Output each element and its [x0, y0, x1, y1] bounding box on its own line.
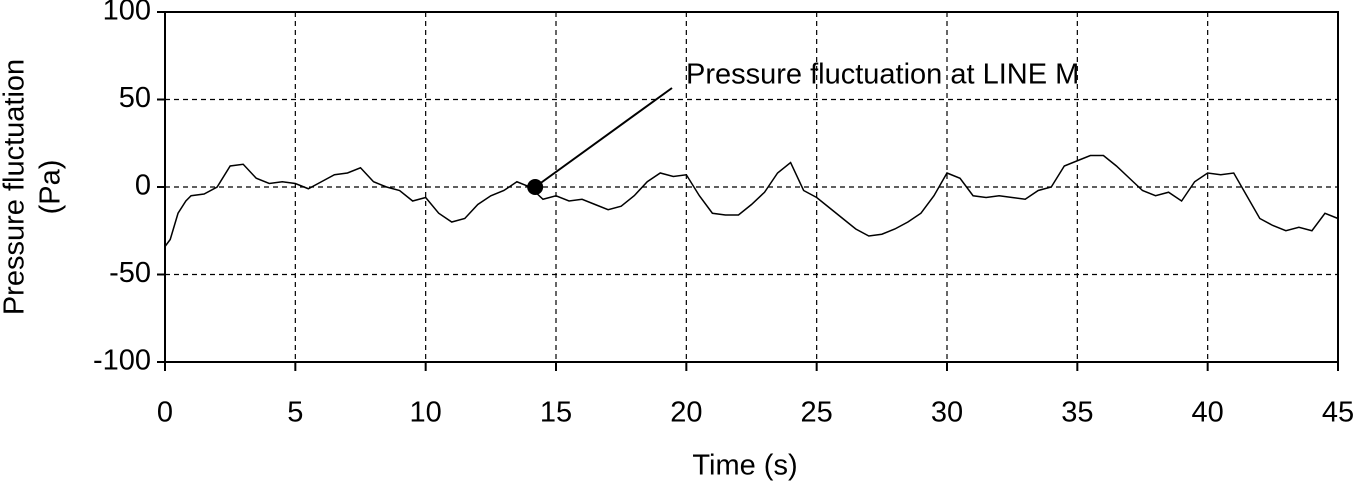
- x-tick-label: 45: [1322, 397, 1354, 429]
- y-tick-label: 0: [135, 170, 151, 202]
- x-tick-label: 25: [801, 397, 833, 429]
- y-tick-label: 100: [103, 0, 151, 27]
- annotation-leader: [534, 87, 673, 188]
- x-tick-label: 5: [287, 397, 303, 429]
- annotation-marker: [527, 179, 544, 195]
- x-tick-label: 20: [670, 397, 702, 429]
- x-tick-label: 15: [540, 397, 572, 429]
- x-axis-label: Time (s): [692, 450, 797, 482]
- x-tick-label: 40: [1192, 397, 1224, 429]
- x-tick-label: 35: [1061, 397, 1093, 429]
- x-tick-label: 10: [410, 397, 442, 429]
- x-tick-label: 0: [157, 397, 173, 429]
- y-tick-label: 50: [119, 82, 151, 114]
- plot-frame: [164, 11, 1339, 363]
- y-tick-label: -100: [93, 345, 151, 377]
- y-axis-label: Pressure fluctuation: [0, 59, 31, 315]
- x-tick-label: 30: [931, 397, 963, 429]
- series-line: [164, 154, 1339, 247]
- y-axis-label: (Pa): [35, 160, 67, 215]
- y-tick-label: -50: [109, 257, 151, 289]
- annotation-text: Pressure fluctuation at LINE M: [686, 59, 1079, 91]
